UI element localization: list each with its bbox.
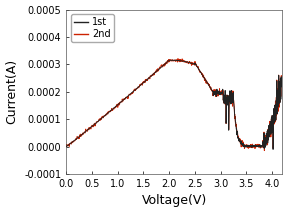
- 1st: [239, 143, 242, 145]
- 1st: [242, 145, 245, 148]
- 1st: [280, 85, 283, 88]
- 1st: [212, 91, 215, 94]
- Line: 1st: 1st: [66, 60, 281, 149]
- 1st: [271, 148, 275, 151]
- 2nd: [176, 58, 180, 60]
- 2nd: [239, 138, 242, 140]
- Y-axis label: Current(A): Current(A): [5, 59, 18, 124]
- 2nd: [263, 149, 266, 152]
- Line: 2nd: 2nd: [66, 59, 281, 151]
- 1st: [170, 59, 173, 62]
- 1st: [237, 140, 240, 142]
- 2nd: [212, 92, 215, 94]
- Legend: 1st, 2nd: 1st, 2nd: [71, 14, 114, 42]
- 2nd: [242, 142, 245, 145]
- 1st: [95, 121, 98, 124]
- 2nd: [280, 84, 283, 86]
- 1st: [65, 145, 68, 148]
- 2nd: [237, 139, 240, 141]
- 2nd: [65, 145, 68, 148]
- X-axis label: Voltage(V): Voltage(V): [142, 194, 207, 207]
- 1st: [266, 141, 270, 144]
- 2nd: [266, 135, 270, 138]
- 2nd: [95, 121, 98, 123]
